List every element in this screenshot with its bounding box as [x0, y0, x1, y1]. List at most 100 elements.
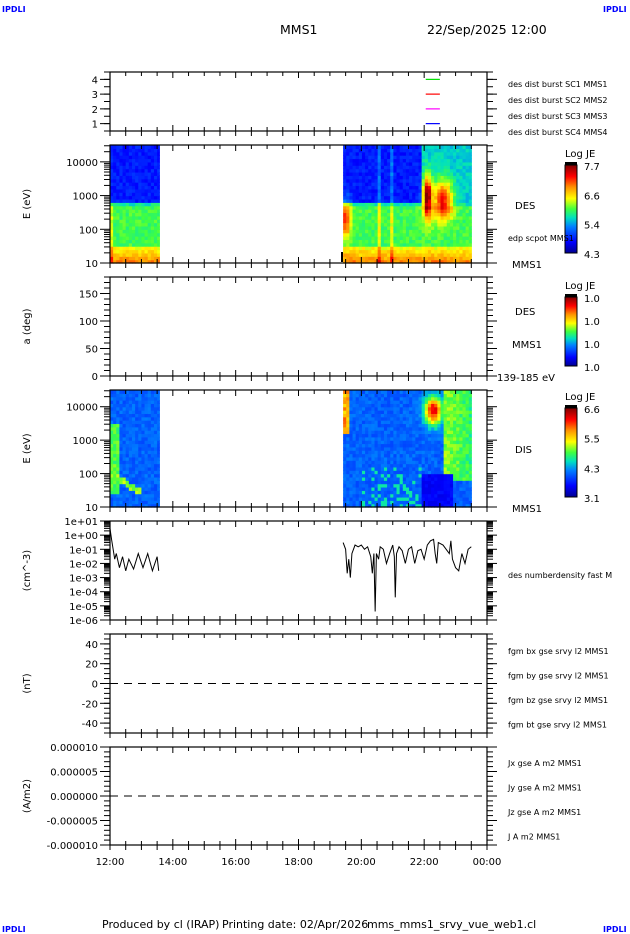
- spectrogram-cell: [150, 470, 155, 475]
- spectrogram-cell: [399, 450, 404, 455]
- spectrogram-cell: [421, 413, 426, 418]
- spectrogram-cell: [396, 436, 401, 441]
- spectrogram-cell: [128, 480, 133, 485]
- spectrogram-cell: [371, 436, 376, 441]
- spectrogram-cell: [138, 406, 143, 411]
- spectrogram-cell: [371, 246, 376, 251]
- spectrogram-cell: [144, 480, 149, 485]
- spectrogram-cell: [465, 446, 470, 451]
- spectrogram-cell: [135, 473, 139, 478]
- spectrogram-cell: [405, 182, 410, 187]
- spectrogram-cell: [371, 161, 376, 166]
- spectrogram-cell: [418, 175, 423, 180]
- spectrogram-cell: [365, 486, 369, 491]
- spectrogram-cell: [409, 440, 413, 445]
- spectrogram-cell: [374, 440, 379, 445]
- spectrogram-cell: [383, 229, 388, 234]
- spectrogram-cell: [343, 406, 347, 411]
- spectrogram-cell: [421, 443, 426, 448]
- spectrogram-cell: [144, 239, 149, 244]
- spectrogram-cell: [427, 440, 432, 445]
- spectrogram-cell: [131, 198, 136, 203]
- spectrogram-cell: [453, 236, 457, 241]
- spectrogram-cell: [368, 503, 372, 508]
- spectrogram-cell: [393, 239, 398, 244]
- spectrogram-cell: [380, 222, 385, 227]
- spectrogram-cell: [365, 466, 369, 471]
- spectrogram-cell: [365, 202, 369, 207]
- spectrogram-cell: [352, 400, 357, 404]
- spectrogram-cell: [157, 446, 160, 451]
- spectrogram-cell: [119, 396, 124, 401]
- spectrogram-cell: [349, 192, 354, 197]
- spectrogram-cell: [446, 463, 451, 468]
- spectrogram-cell: [387, 165, 391, 170]
- spectrogram-cell: [122, 486, 127, 491]
- spectrogram-cell: [371, 202, 376, 207]
- spectrogram-cell: [399, 483, 404, 488]
- spectrogram-cell: [113, 151, 117, 156]
- spectrogram-cell: [468, 486, 472, 491]
- spectrogram-cell: [131, 456, 136, 461]
- spectrogram-cell: [113, 406, 117, 411]
- spectrogram-cell: [396, 496, 401, 501]
- spectrogram-cell: [387, 453, 391, 458]
- spectrogram-cell: [443, 470, 448, 475]
- y-tick-label: 1e+01: [64, 517, 98, 528]
- spectrogram-cell: [427, 148, 432, 153]
- spectrogram-cell: [456, 212, 460, 217]
- spectrogram-cell: [402, 225, 407, 230]
- spectrogram-cell: [361, 410, 366, 415]
- spectrogram-cell: [343, 246, 347, 251]
- spectrogram-cell: [361, 456, 366, 461]
- spectrogram-cell: [150, 178, 155, 183]
- spectrogram-cell: [138, 393, 143, 398]
- spectrogram-cell: [358, 440, 363, 445]
- spectrogram-cell: [393, 473, 398, 478]
- spectrogram-cell: [371, 242, 376, 247]
- spectrogram-cell: [446, 390, 451, 394]
- spectrogram-cell: [393, 500, 398, 505]
- spectrogram-cell: [150, 430, 155, 435]
- spectrogram-cell: [415, 155, 420, 160]
- spectrogram-cell: [456, 420, 460, 425]
- spectrogram-cell: [465, 195, 470, 200]
- spectrogram-cell: [150, 259, 155, 264]
- spectrogram-cell: [122, 205, 127, 210]
- spectrogram-cell: [358, 212, 363, 217]
- spectrogram-cell: [456, 161, 460, 166]
- spectrogram-cell: [390, 463, 394, 468]
- spectrogram-cell: [468, 390, 472, 394]
- spectrogram-cell: [424, 185, 429, 190]
- spectrogram-cell: [157, 256, 160, 261]
- spectrogram-cell: [113, 171, 117, 176]
- y-tick-label: 20: [85, 660, 98, 671]
- spectrogram-cell: [371, 393, 376, 398]
- spectrogram-cell: [424, 410, 429, 415]
- spectrogram-cell: [141, 446, 146, 451]
- spectrogram-cell: [393, 246, 398, 251]
- spectrogram-cell: [449, 443, 454, 448]
- spectrogram-cell: [349, 229, 354, 234]
- spectrogram-cell: [361, 430, 366, 435]
- spectrogram-cell: [113, 450, 117, 455]
- spectrogram-cell: [128, 463, 133, 468]
- spectrogram-cell: [418, 236, 423, 241]
- spectrogram-cell: [396, 178, 401, 183]
- spectrogram-cell: [157, 232, 160, 237]
- spectrogram-cell: [462, 225, 467, 230]
- spectrogram-cell: [157, 393, 160, 398]
- spectrogram-cell: [380, 466, 385, 471]
- spectrogram-cell: [415, 470, 420, 475]
- spectrogram-cell: [116, 466, 121, 471]
- spectrogram-cell: [368, 175, 372, 180]
- spectrogram-cell: [396, 165, 401, 170]
- spectrogram-cell: [434, 175, 438, 180]
- spectrogram-cell: [141, 178, 146, 183]
- spectrogram-cell: [459, 396, 464, 401]
- spectrogram-cell: [157, 493, 160, 498]
- spectrogram-cell: [131, 215, 136, 220]
- spectrogram-cell: [456, 225, 460, 230]
- spectrogram-cell: [415, 453, 420, 458]
- spectrogram-cell: [468, 175, 472, 180]
